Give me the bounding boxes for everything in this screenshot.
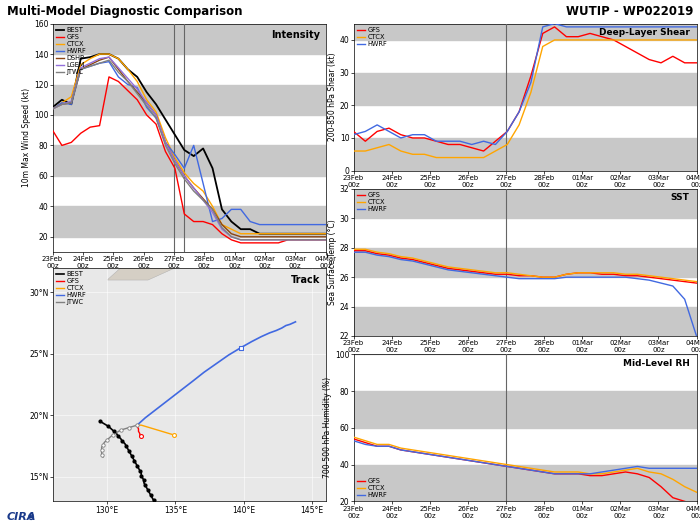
Legend: GFS, CTCX, HWRF: GFS, CTCX, HWRF <box>357 192 387 212</box>
Bar <box>52 85 326 115</box>
Point <box>123 447 134 455</box>
Point <box>136 432 147 440</box>
Text: Multi-Model Diagnostic Comparison: Multi-Model Diagnostic Comparison <box>7 5 242 18</box>
Bar <box>354 391 696 428</box>
Point <box>169 431 180 439</box>
Bar <box>354 138 696 171</box>
Point <box>108 427 120 436</box>
Y-axis label: 200-850 hPa Shear (kt): 200-850 hPa Shear (kt) <box>328 53 337 141</box>
Point <box>134 466 146 475</box>
Bar <box>354 189 696 218</box>
Bar <box>354 307 696 336</box>
Point <box>132 421 143 429</box>
Legend: GFS, CTCX, HWRF: GFS, CTCX, HWRF <box>357 27 387 47</box>
Bar <box>354 72 696 106</box>
Point <box>126 452 137 460</box>
Bar <box>52 24 326 54</box>
Bar <box>354 465 696 501</box>
Point <box>145 491 156 499</box>
Point <box>94 417 106 426</box>
Point <box>96 446 107 454</box>
Point <box>116 437 127 445</box>
Text: WUTIP - WP022019: WUTIP - WP022019 <box>566 5 693 18</box>
Polygon shape <box>107 213 271 280</box>
Point <box>132 461 143 470</box>
Text: Deep-Layer Shear: Deep-Layer Shear <box>598 28 690 37</box>
Point <box>148 496 159 505</box>
Point <box>136 471 147 480</box>
Point <box>156 511 167 519</box>
Point <box>150 501 162 509</box>
Text: Mid-Level RH: Mid-Level RH <box>623 359 690 368</box>
Point <box>97 440 108 449</box>
Point <box>129 457 140 465</box>
Point <box>123 423 134 432</box>
Bar <box>52 145 326 176</box>
Point <box>153 506 164 514</box>
Legend: BEST, GFS, CTCX, HWRF, DSHP, LGEM, JTWC: BEST, GFS, CTCX, HWRF, DSHP, LGEM, JTWC <box>56 27 86 75</box>
Point <box>102 436 113 444</box>
Point <box>120 442 132 450</box>
Point <box>139 476 150 485</box>
Point <box>107 431 118 439</box>
Bar <box>354 248 696 277</box>
Point <box>142 486 153 495</box>
Legend: BEST, GFS, CTCX, HWRF, JTWC: BEST, GFS, CTCX, HWRF, JTWC <box>56 271 86 305</box>
Point <box>115 426 126 434</box>
Text: Intensity: Intensity <box>271 30 320 40</box>
Bar <box>354 24 696 40</box>
Bar <box>52 206 326 237</box>
Point <box>235 343 246 352</box>
Text: SST: SST <box>671 193 690 203</box>
Point <box>103 422 114 430</box>
Point <box>113 432 124 440</box>
Text: Track: Track <box>290 275 320 285</box>
Text: ®: ® <box>27 513 35 522</box>
Legend: GFS, CTCX, HWRF: GFS, CTCX, HWRF <box>357 478 387 498</box>
Y-axis label: 10m Max Wind Speed (kt): 10m Max Wind Speed (kt) <box>22 88 31 187</box>
Y-axis label: Sea Surface Temp (°C): Sea Surface Temp (°C) <box>328 219 337 306</box>
Text: CIRA: CIRA <box>7 512 36 522</box>
Point <box>96 450 107 459</box>
Y-axis label: 700-500 hPa Humidity (%): 700-500 hPa Humidity (%) <box>323 377 332 478</box>
Point <box>140 481 151 490</box>
